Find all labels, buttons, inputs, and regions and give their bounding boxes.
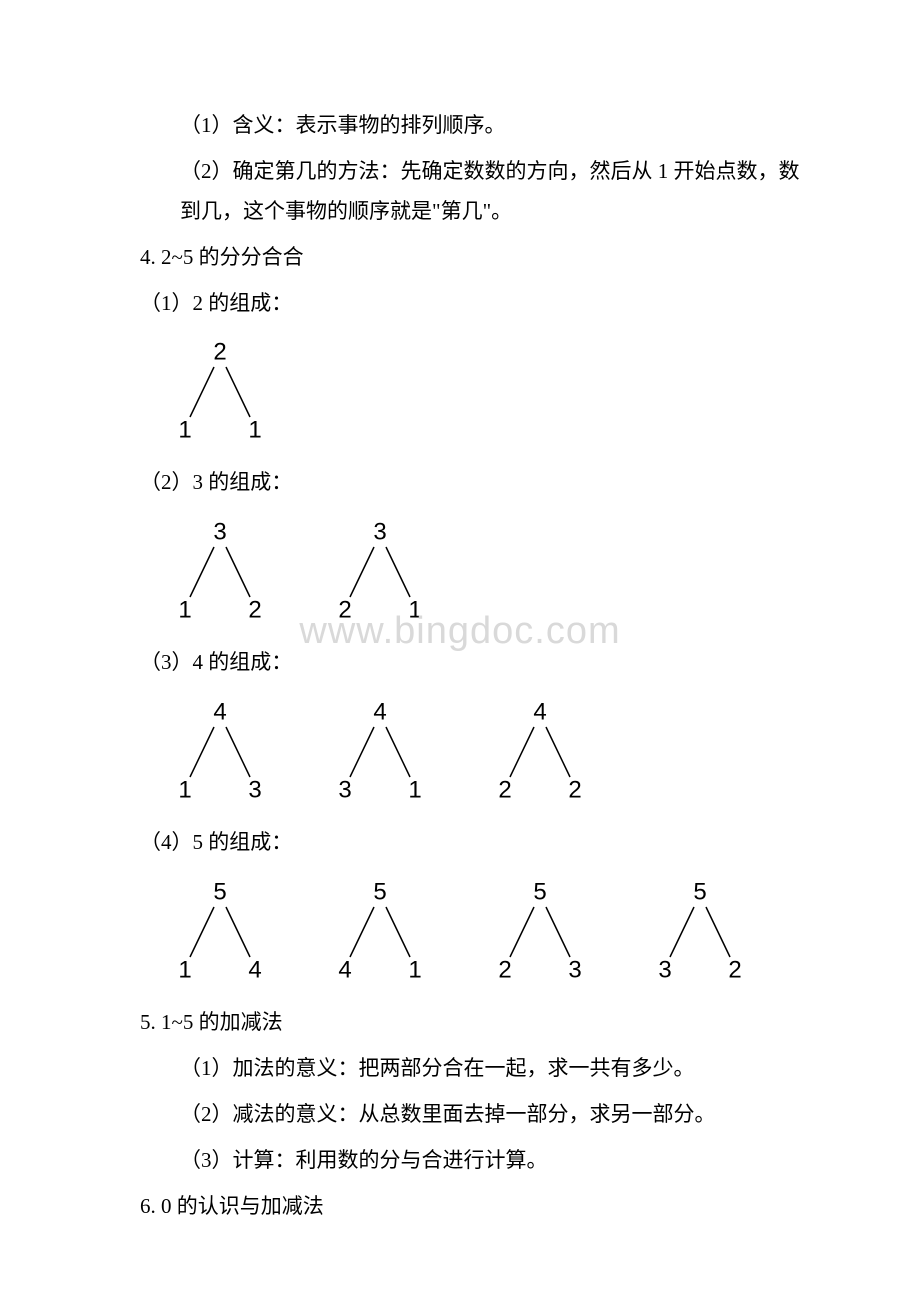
tree-top-number: 5 — [693, 878, 706, 905]
tree-left-number: 2 — [338, 597, 351, 624]
tree-left-number: 2 — [498, 777, 511, 804]
tree-top-number: 2 — [213, 339, 226, 366]
paragraph-calculation: （3）计算：利用数的分与合进行计算。 — [100, 1141, 820, 1181]
tree-top-number: 4 — [533, 699, 546, 726]
tree-left-number: 2 — [498, 956, 511, 983]
number-tree: 2 1 1 — [160, 333, 280, 453]
number-tree: 5 1 4 — [160, 873, 280, 993]
tree-left-number: 4 — [338, 956, 351, 983]
heading-5: 5. 1~5 的加减法 — [100, 1003, 820, 1043]
tree-right-number: 3 — [568, 956, 581, 983]
tree-top-number: 5 — [213, 878, 226, 905]
paragraph-subtraction-meaning: （2）减法的意义：从总数里面去掉一部分，求另一部分。 — [100, 1095, 820, 1135]
tree-right-number: 1 — [408, 597, 421, 624]
number-tree: 3 2 1 — [320, 513, 440, 633]
label-composition-2: （1）2 的组成： — [100, 284, 820, 324]
label-composition-3: （2）3 的组成： — [100, 463, 820, 503]
number-tree: 4 3 1 — [320, 693, 440, 813]
paragraph-addition-meaning: （1）加法的意义：把两部分合在一起，求一共有多少。 — [100, 1049, 820, 1089]
tree-top-number: 4 — [213, 699, 226, 726]
heading-4: 4. 2~5 的分分合合 — [100, 238, 820, 278]
tree-right-number: 1 — [408, 956, 421, 983]
tree-right-number: 2 — [248, 597, 261, 624]
number-tree: 5 2 3 — [480, 873, 600, 993]
label-composition-4: （3）4 的组成： — [100, 643, 820, 683]
tree-right-number: 1 — [248, 417, 261, 444]
tree-top-number: 3 — [373, 519, 386, 546]
label-composition-5: （4）5 的组成： — [100, 823, 820, 863]
tree-left-number: 1 — [178, 597, 191, 624]
paragraph-ordinal-method: （2）确定第几的方法：先确定数数的方向，然后从 1 开始点数，数到几，这个事物的… — [100, 152, 820, 232]
tree-top-number: 3 — [213, 519, 226, 546]
tree-left-number: 3 — [658, 956, 671, 983]
number-tree: 4 1 3 — [160, 693, 280, 813]
number-tree: 4 2 2 — [480, 693, 600, 813]
document-page: www.bingdoc.com （1）含义：表示事物的排列顺序。 （2）确定第几… — [0, 0, 920, 1293]
tree-right-number: 1 — [408, 777, 421, 804]
tree-right-number: 4 — [248, 956, 261, 983]
tree-left-number: 1 — [178, 417, 191, 444]
tree-row-2: 2 1 1 — [160, 333, 820, 453]
tree-row-5: 5 1 4 5 4 1 5 2 3 5 3 2 — [160, 873, 820, 993]
tree-row-4: 4 1 3 4 3 1 4 2 2 — [160, 693, 820, 813]
heading-6: 6. 0 的认识与加减法 — [100, 1187, 820, 1227]
tree-top-number: 5 — [533, 878, 546, 905]
tree-top-number: 5 — [373, 878, 386, 905]
number-tree: 5 3 2 — [640, 873, 760, 993]
tree-left-number: 1 — [178, 956, 191, 983]
tree-top-number: 4 — [373, 699, 386, 726]
paragraph-ordinal-meaning: （1）含义：表示事物的排列顺序。 — [100, 106, 820, 146]
tree-left-number: 1 — [178, 777, 191, 804]
tree-left-number: 3 — [338, 777, 351, 804]
number-tree: 5 4 1 — [320, 873, 440, 993]
tree-row-3: 3 1 2 3 2 1 — [160, 513, 820, 633]
tree-right-number: 2 — [568, 777, 581, 804]
tree-right-number: 2 — [728, 956, 741, 983]
number-tree: 3 1 2 — [160, 513, 280, 633]
tree-right-number: 3 — [248, 777, 261, 804]
